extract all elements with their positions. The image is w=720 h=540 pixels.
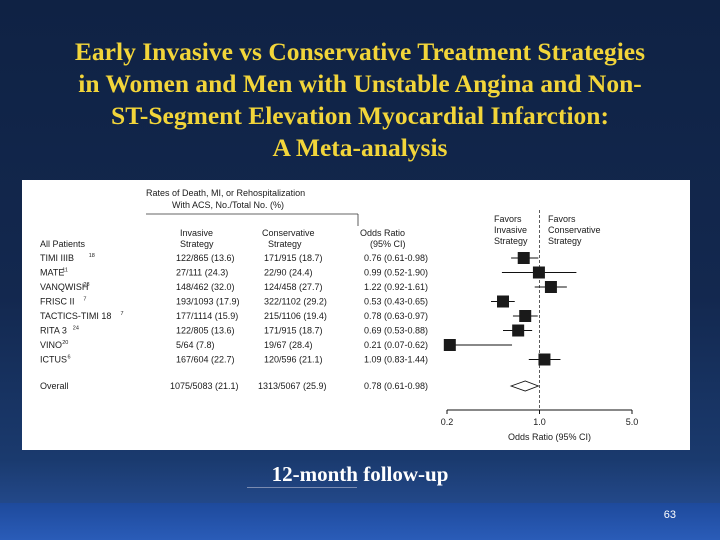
- favors-invasive-label: Strategy: [494, 236, 528, 246]
- favors-conservative-label: Favors: [548, 214, 576, 224]
- point-estimate-marker: [544, 281, 557, 293]
- study-invasive-value: 122/865 (13.6): [176, 253, 235, 263]
- study-name: TIMI IIIB: [40, 253, 74, 263]
- overall-label: Overall: [40, 381, 69, 391]
- title-line: A Meta-analysis: [272, 133, 448, 162]
- point-estimate-marker: [538, 353, 551, 366]
- study-odds-ratio-text: 0.78 (0.63-0.97): [364, 311, 428, 321]
- col-header-conservative: Strategy: [268, 239, 302, 249]
- overall-diamond: [509, 380, 540, 392]
- col-header-invasive: Invasive: [180, 228, 213, 238]
- study-name: VANQWISH: [40, 282, 88, 292]
- study-odds-ratio-text: 1.22 (0.92-1.61): [364, 282, 428, 292]
- study-conservative-value: 124/458 (27.7): [264, 282, 323, 292]
- x-tick-label: 0.2: [441, 417, 454, 427]
- study-ref: 7: [121, 311, 124, 317]
- favors-conservative-label: Conservative: [548, 225, 601, 235]
- x-tick-label: 5.0: [626, 417, 639, 427]
- caption-underline: [247, 487, 357, 488]
- study-invasive-value: 193/1093 (17.9): [176, 297, 240, 307]
- favors-invasive-label: Invasive: [494, 225, 527, 235]
- study-conservative-value: 171/915 (18.7): [264, 253, 323, 263]
- study-conservative-value: 171/915 (18.7): [264, 326, 323, 336]
- favors-invasive-label: Favors: [494, 214, 522, 224]
- study-odds-ratio-text: 0.69 (0.53-0.88): [364, 326, 428, 336]
- study-ref: 11: [62, 268, 68, 274]
- study-invasive-value: 148/462 (32.0): [176, 282, 235, 292]
- study-name: FRISC II: [40, 297, 75, 307]
- study-conservative-value: 19/67 (28.4): [264, 340, 313, 350]
- study-conservative-value: 120/596 (21.1): [264, 355, 323, 365]
- header-group-label: Rates of Death, MI, or Rehospitalization: [146, 188, 305, 198]
- forest-plot: Rates of Death, MI, or Rehospitalization…: [40, 188, 639, 442]
- title-line: in Women and Men with Unstable Angina an…: [78, 69, 642, 98]
- col-header-odds-ratio: Odds Ratio: [360, 228, 405, 238]
- point-estimate-marker: [519, 310, 532, 322]
- study-odds-ratio-text: 0.76 (0.61-0.98): [364, 253, 428, 263]
- overall-odds-ratio-text: 0.78 (0.61-0.98): [364, 381, 428, 391]
- point-estimate-marker: [443, 339, 456, 351]
- favors-conservative-label: Strategy: [548, 236, 582, 246]
- study-invasive-value: 27/111 (24.3): [176, 268, 228, 278]
- study-conservative-value: 322/1102 (29.2): [264, 297, 327, 307]
- overall-conservative-value: 1313/5067 (25.9): [258, 381, 327, 391]
- study-odds-ratio-text: 0.21 (0.07-0.62): [364, 340, 428, 350]
- study-name: VINO: [40, 340, 62, 350]
- study-conservative-value: 22/90 (24.4): [264, 268, 313, 278]
- study-odds-ratio-text: 0.99 (0.52-1.90): [364, 268, 428, 278]
- study-name: MATE: [40, 268, 64, 278]
- study-name: RITA 3: [40, 326, 67, 336]
- header-group-label-2: With ACS, No./Total No. (%): [172, 200, 284, 210]
- study-odds-ratio-text: 1.09 (0.83-1.44): [364, 355, 428, 365]
- study-invasive-value: 5/64 (7.8): [176, 340, 215, 350]
- study-invasive-value: 122/805 (13.6): [176, 326, 235, 336]
- study-ref: 6: [68, 355, 71, 361]
- point-estimate-marker: [512, 324, 525, 337]
- section-label: All Patients: [40, 239, 86, 249]
- point-estimate-marker: [517, 252, 530, 264]
- study-name: TACTICS-TIMI 18: [40, 311, 111, 321]
- study-invasive-value: 177/1114 (15.9): [176, 311, 238, 321]
- overall-invasive-value: 1075/5083 (21.1): [170, 381, 239, 391]
- study-ref: 7: [83, 297, 86, 303]
- study-ref: 20: [62, 340, 68, 346]
- title-line: ST-Segment Elevation Myocardial Infarcti…: [111, 101, 609, 130]
- footer-bar: [0, 503, 720, 540]
- col-header-conservative: Conservative: [262, 228, 315, 238]
- slide-title: Early Invasive vs Conservative Treatment…: [0, 36, 720, 164]
- study-conservative-value: 215/1106 (19.4): [264, 311, 327, 321]
- col-header-odds-ratio: (95% CI): [370, 239, 406, 249]
- study-name: ICTUS: [40, 355, 67, 365]
- study-ref: 28: [83, 282, 89, 288]
- study-ref: 24: [73, 326, 79, 332]
- page-number: 63: [663, 509, 676, 521]
- forest-plot-figure: Rates of Death, MI, or Rehospitalization…: [22, 180, 690, 450]
- study-ref: 18: [89, 253, 95, 259]
- point-estimate-marker: [497, 295, 510, 308]
- study-odds-ratio-text: 0.53 (0.43-0.65): [364, 297, 428, 307]
- x-axis-label: Odds Ratio (95% CI): [508, 432, 591, 442]
- point-estimate-marker: [532, 266, 545, 279]
- x-tick-label: 1.0: [533, 417, 546, 427]
- follow-up-caption: 12-month follow-up: [271, 462, 449, 486]
- study-invasive-value: 167/604 (22.7): [176, 355, 235, 365]
- col-header-invasive: Strategy: [180, 239, 214, 249]
- title-line: Early Invasive vs Conservative Treatment…: [74, 37, 646, 66]
